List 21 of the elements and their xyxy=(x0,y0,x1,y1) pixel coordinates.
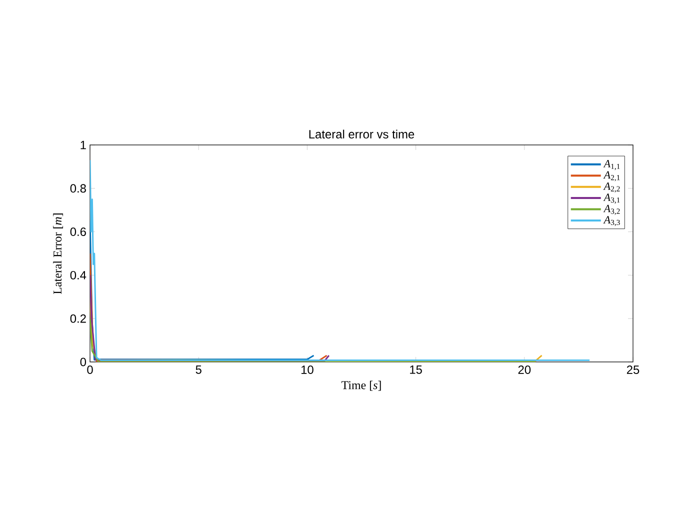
legend-label: A$_{3,1}$ xyxy=(603,194,620,204)
x-tick-label: 15 xyxy=(410,366,422,374)
y-axis-title: Lateral Error [m] xyxy=(53,214,64,294)
y-tick-label: 0.8 xyxy=(70,184,86,193)
legend-label: A$_{3,2}$ xyxy=(603,204,620,215)
y-tick-label: 1 xyxy=(80,140,86,150)
x-tick-label: 5 xyxy=(196,366,202,374)
y-tick-label: 0.2 xyxy=(70,314,86,323)
y-tick-label: 0.6 xyxy=(70,228,86,236)
x-axis-title: Time [s] xyxy=(342,380,381,391)
x-tick-label: 25 xyxy=(626,366,640,374)
legend-label: A$_{3,3}$ xyxy=(603,216,620,226)
y-tick-label: 0.4 xyxy=(70,270,86,280)
x-tick-label: 20 xyxy=(518,366,531,374)
legend-label: A$_{1,1}$ xyxy=(603,160,620,170)
x-tick-label: 10 xyxy=(301,366,314,374)
x-tick-label: 0 xyxy=(87,366,93,374)
chart-title: Lateral error vs time xyxy=(309,130,414,138)
legend-label: A$_{2,2}$ xyxy=(603,182,620,193)
y-tick-label: 0 xyxy=(80,358,86,366)
legend-label: A$_{2,1}$ xyxy=(603,171,620,182)
